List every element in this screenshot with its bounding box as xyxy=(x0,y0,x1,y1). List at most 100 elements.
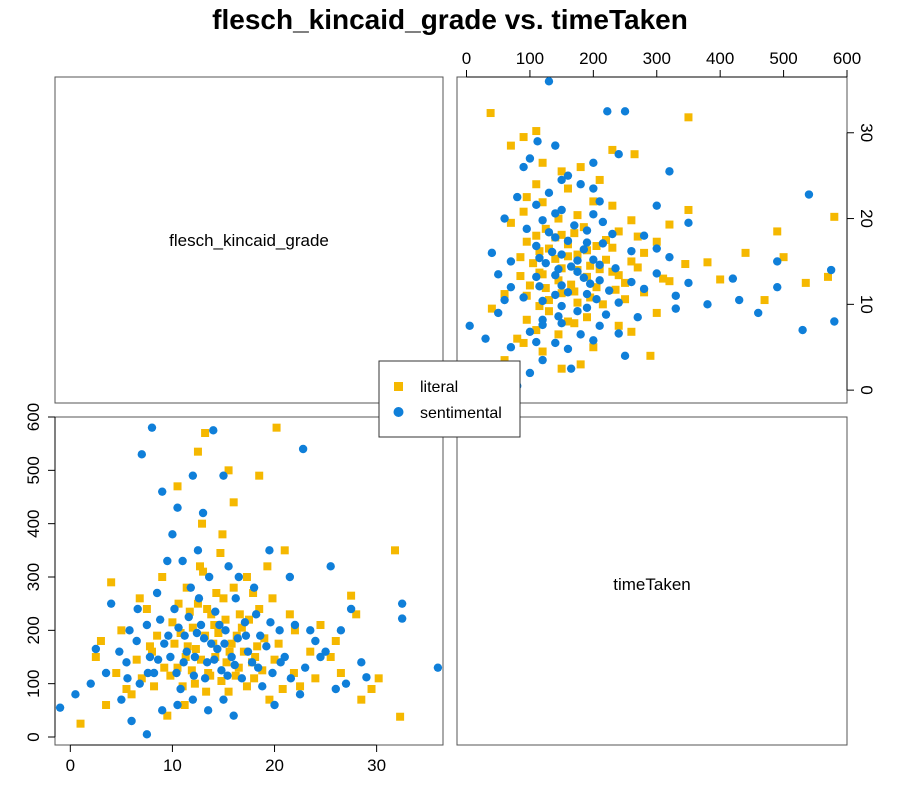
scatter-point-literal xyxy=(535,268,544,277)
scatter-point-sentimental xyxy=(671,291,680,300)
scatter-point-sentimental xyxy=(804,190,814,199)
scatter-point-literal xyxy=(665,277,674,286)
scatter-point-sentimental xyxy=(106,599,116,608)
right-y-tick-label: 10 xyxy=(857,295,876,314)
scatter-point-sentimental xyxy=(703,300,712,309)
scatter-point-literal xyxy=(173,482,182,491)
scatter-point-sentimental xyxy=(551,141,560,150)
scatter-point-literal xyxy=(532,326,541,335)
scatter-point-literal xyxy=(608,201,617,210)
scatter-point-literal xyxy=(237,623,246,632)
scatter-point-sentimental xyxy=(573,256,582,265)
scatter-point-sentimental xyxy=(209,426,218,435)
scatter-point-sentimental xyxy=(652,244,661,253)
scatter-point-sentimental xyxy=(198,508,208,518)
scatter-point-sentimental xyxy=(611,264,620,273)
scatter-point-literal xyxy=(573,298,582,307)
scatter-point-sentimental xyxy=(91,644,101,654)
scatter-point-sentimental xyxy=(184,612,193,622)
scatter-point-literal xyxy=(290,626,299,635)
scatter-point-sentimental xyxy=(217,666,226,675)
scatter-point-literal xyxy=(773,227,782,236)
right-y-tick-label: 0 xyxy=(857,385,876,394)
scatter-point-sentimental xyxy=(256,631,265,640)
scatter-point-literal xyxy=(602,255,611,264)
bottom-x-axis: 0 10 20 30 xyxy=(66,744,386,775)
scatter-point-sentimental xyxy=(684,278,693,288)
scatter-point-sentimental xyxy=(734,295,744,305)
scatter-point-sentimental xyxy=(595,197,604,206)
panel-top-left xyxy=(54,76,444,404)
legend-marker-literal xyxy=(394,382,403,391)
scatter-point-sentimental xyxy=(557,205,566,215)
scatter-point-sentimental xyxy=(551,209,560,218)
scatter-point-sentimental xyxy=(286,674,296,683)
scatter-point-sentimental xyxy=(321,647,330,656)
scatter-point-sentimental xyxy=(754,308,763,318)
legend-marker-sentimental xyxy=(393,407,404,417)
left-y-tick-label: 600 xyxy=(24,403,43,431)
scatter-point-literal xyxy=(716,275,725,284)
scatter-point-sentimental xyxy=(101,668,111,678)
scatter-point-sentimental xyxy=(582,226,592,235)
scatter-point-sentimental xyxy=(557,319,566,328)
scatter-point-sentimental xyxy=(160,639,169,648)
scatter-point-sentimental xyxy=(174,623,183,632)
scatter-point-sentimental xyxy=(551,290,560,300)
scatter-point-literal xyxy=(703,258,712,267)
scatter-point-sentimental xyxy=(125,626,134,635)
left-y-tick-label: 200 xyxy=(24,616,43,644)
scatter-point-literal xyxy=(563,317,572,326)
scatter-point-literal xyxy=(224,466,233,475)
scatter-point-sentimental xyxy=(268,668,277,678)
scatter-point-sentimental xyxy=(207,639,216,648)
scatter-point-literal xyxy=(207,610,216,619)
scatter-point-sentimental xyxy=(551,338,560,348)
scatter-point-literal xyxy=(486,109,495,118)
scatter-point-literal xyxy=(608,145,617,154)
scatter-point-literal xyxy=(336,669,345,677)
scatter-point-sentimental xyxy=(544,188,554,198)
scatter-point-sentimental xyxy=(595,321,604,330)
scatter-point-sentimental xyxy=(627,246,636,256)
scatter-point-literal xyxy=(231,671,240,680)
top-x-tick-label: 200 xyxy=(579,49,607,68)
left-y-axis: 0 100 200 300 400 500 600 xyxy=(24,403,56,742)
scatter-point-literal xyxy=(554,330,563,339)
scatter-point-sentimental xyxy=(532,272,541,282)
scatter-point-sentimental xyxy=(336,626,346,635)
scatter-point-literal xyxy=(76,719,85,728)
scatter-point-sentimental xyxy=(262,642,271,651)
scatter-point-sentimental xyxy=(532,200,541,210)
scatter-point-literal xyxy=(234,663,243,672)
scatter-point-literal xyxy=(224,687,233,696)
scatter-point-sentimental xyxy=(601,310,611,319)
scatter-point-literal xyxy=(218,530,227,539)
scatter-point-sentimental xyxy=(210,655,219,664)
scatter-point-literal xyxy=(598,300,607,309)
scatter-point-literal xyxy=(516,272,525,281)
scatter-point-literal xyxy=(306,647,315,656)
scatter-point-literal xyxy=(107,578,116,587)
scatter-point-sentimental xyxy=(585,279,595,288)
scatter-point-literal xyxy=(684,113,693,122)
top-x-axis: 0 100 200 300 400 500 600 xyxy=(462,49,861,78)
scatter-point-literal xyxy=(253,642,262,651)
scatter-point-literal xyxy=(522,237,531,246)
scatter-point-sentimental xyxy=(170,604,179,614)
scatter-point-sentimental xyxy=(306,626,315,635)
scatter-point-literal xyxy=(529,259,538,268)
scatter-point-literal xyxy=(519,338,528,347)
scatter-point-literal xyxy=(659,274,668,283)
bottom-x-tick-label: 20 xyxy=(265,756,284,775)
scatter-point-sentimental xyxy=(639,284,649,294)
bottom-x-tick-label: 30 xyxy=(367,756,386,775)
scatter-point-sentimental xyxy=(237,674,247,683)
scatter-point-literal xyxy=(187,666,196,675)
scatter-point-sentimental xyxy=(147,423,157,432)
scatter-point-sentimental xyxy=(595,276,604,285)
top-x-tick-label: 400 xyxy=(706,49,734,68)
scatter-point-sentimental xyxy=(582,303,592,312)
scatter-point-literal xyxy=(576,360,585,369)
